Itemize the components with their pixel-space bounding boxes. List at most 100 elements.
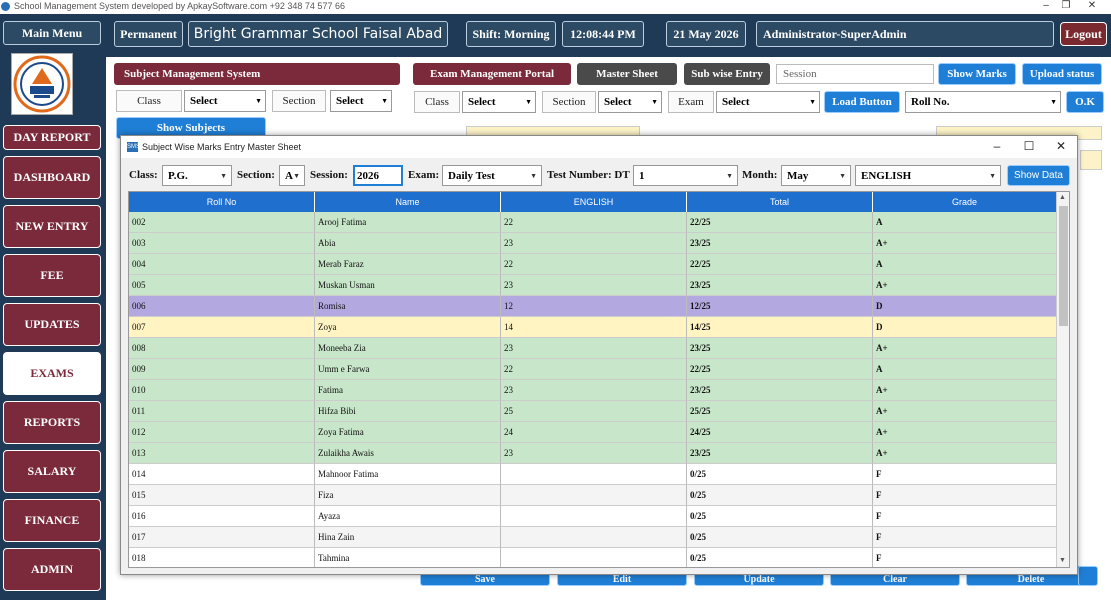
- cell-total: 14/25: [687, 317, 873, 338]
- ok-button[interactable]: O.K: [1066, 91, 1104, 113]
- column-header-total[interactable]: Total: [687, 192, 873, 212]
- class-filter-select[interactable]: P.G. ▼: [162, 165, 232, 186]
- cell-marks[interactable]: 22: [501, 254, 687, 275]
- table-row[interactable]: 005 Muskan Usman 23 23/25 A+: [129, 275, 1057, 296]
- test-number-select[interactable]: 1 ▼: [633, 165, 738, 186]
- sidebar-item-dashboard[interactable]: DASHBOARD: [3, 156, 101, 199]
- subject-class-select[interactable]: Select ▼: [184, 90, 266, 112]
- vertical-scrollbar[interactable]: ▲ ▼: [1056, 192, 1069, 567]
- scroll-thumb[interactable]: [1059, 206, 1068, 326]
- table-row[interactable]: 015 Fiza 0/25 F: [129, 485, 1057, 506]
- upload-status-button[interactable]: Upload status: [1022, 63, 1102, 85]
- column-header-roll-no[interactable]: Roll No: [129, 192, 315, 212]
- roll-no-select[interactable]: Roll No. ▼: [905, 91, 1061, 113]
- logout-button[interactable]: Logout: [1060, 22, 1107, 46]
- session-input[interactable]: Session: [776, 64, 934, 84]
- session-filter-input[interactable]: 2026: [353, 165, 403, 186]
- cell-marks[interactable]: 25: [501, 401, 687, 422]
- master-sheet-button[interactable]: Master Sheet: [577, 63, 677, 85]
- cell-marks[interactable]: 22: [501, 359, 687, 380]
- table-row[interactable]: 006 Romisa 12 12/25 D: [129, 296, 1057, 317]
- sub-wise-entry-button[interactable]: Sub wise Entry: [684, 63, 770, 85]
- cell-grade: F: [873, 464, 1057, 485]
- subject-section-label: Section: [272, 90, 326, 112]
- exam-filter-label: Exam:: [408, 169, 440, 181]
- cell-name: Moneeba Zia: [315, 338, 501, 359]
- exam-select[interactable]: Select ▼: [716, 91, 820, 113]
- sidebar-item-finance[interactable]: FINANCE: [3, 499, 101, 542]
- column-header-english[interactable]: ENGLISH: [501, 192, 687, 212]
- scroll-up-icon[interactable]: ▲: [1059, 193, 1066, 201]
- cell-name: Tahmina: [315, 548, 501, 567]
- minimize-icon[interactable]: –: [1043, 0, 1049, 11]
- permanent-button[interactable]: Permanent: [114, 21, 183, 47]
- show-data-button[interactable]: Show Data: [1007, 165, 1070, 186]
- table-row[interactable]: 004 Merab Faraz 22 22/25 A: [129, 254, 1057, 275]
- cell-marks[interactable]: [501, 527, 687, 548]
- subject-filter-select[interactable]: ENGLISH ▼: [855, 165, 1001, 186]
- table-row[interactable]: 014 Mahnoor Fatima 0/25 F: [129, 464, 1057, 485]
- table-row[interactable]: 018 Tahmina 0/25 F: [129, 548, 1057, 567]
- table-row[interactable]: 007 Zoya 14 14/25 D: [129, 317, 1057, 338]
- exam-class-select[interactable]: Select ▼: [462, 91, 536, 113]
- table-row[interactable]: 017 Hina Zain 0/25 F: [129, 527, 1057, 548]
- sidebar-item-admin[interactable]: ADMIN: [3, 548, 101, 591]
- chevron-down-icon: ▼: [726, 172, 733, 180]
- maximize-icon[interactable]: ☐: [1023, 139, 1035, 153]
- exam-section-value: Select: [604, 96, 632, 108]
- table-row[interactable]: 016 Ayaza 0/25 F: [129, 506, 1057, 527]
- cell-marks[interactable]: [501, 548, 687, 567]
- maximize-icon[interactable]: ❐: [1061, 0, 1071, 11]
- subject-section-select[interactable]: Select ▼: [330, 90, 392, 112]
- cell-marks[interactable]: [501, 485, 687, 506]
- cell-marks[interactable]: 23: [501, 275, 687, 296]
- sidebar-item-fee[interactable]: FEE: [3, 254, 101, 297]
- minimize-icon[interactable]: –: [993, 139, 1001, 153]
- sidebar-item-updates[interactable]: UPDATES: [3, 303, 101, 346]
- close-icon[interactable]: ✕: [1055, 139, 1067, 153]
- cell-total: 0/25: [687, 506, 873, 527]
- cell-marks[interactable]: 14: [501, 317, 687, 338]
- cell-marks[interactable]: 24: [501, 422, 687, 443]
- table-row[interactable]: 011 Hifza Bibi 25 25/25 A+: [129, 401, 1057, 422]
- sidebar-item-salary[interactable]: SALARY: [3, 450, 101, 493]
- sidebar-item-exams[interactable]: EXAMS: [3, 352, 101, 395]
- cell-total: 0/25: [687, 485, 873, 506]
- table-row[interactable]: 010 Fatima 23 23/25 A+: [129, 380, 1057, 401]
- sidebar-item-new-entry[interactable]: NEW ENTRY: [3, 205, 101, 248]
- sidebar-item-reports[interactable]: REPORTS: [3, 401, 101, 444]
- column-header-grade[interactable]: Grade: [873, 192, 1057, 212]
- exam-section-select[interactable]: Select ▼: [598, 91, 662, 113]
- section-filter-select[interactable]: A ▼: [279, 165, 305, 186]
- close-icon[interactable]: ✕: [1087, 0, 1097, 11]
- month-filter-value: May: [787, 169, 809, 182]
- cell-marks[interactable]: [501, 464, 687, 485]
- shift-badge: Shift: Morning: [466, 21, 556, 47]
- cell-grade: A+: [873, 443, 1057, 464]
- cell-marks[interactable]: 23: [501, 443, 687, 464]
- month-filter-select[interactable]: May ▼: [781, 165, 851, 186]
- cell-marks[interactable]: 23: [501, 338, 687, 359]
- cell-marks[interactable]: 23: [501, 233, 687, 254]
- sidebar-item-day-report[interactable]: DAY REPORT: [3, 125, 101, 150]
- table-row[interactable]: 013 Zulaikha Awais 23 23/25 A+: [129, 443, 1057, 464]
- exam-filter-select[interactable]: Daily Test ▼: [442, 165, 542, 186]
- cell-grade: A+: [873, 275, 1057, 296]
- show-marks-button[interactable]: Show Marks: [938, 63, 1016, 85]
- table-row[interactable]: 002 Arooj Fatima 22 22/25 A: [129, 212, 1057, 233]
- load-button[interactable]: Load Button: [824, 91, 900, 113]
- column-header-name[interactable]: Name: [315, 192, 501, 212]
- extra-bottom-button[interactable]: [1078, 566, 1098, 586]
- cell-total: 24/25: [687, 422, 873, 443]
- cell-marks[interactable]: 23: [501, 380, 687, 401]
- table-row[interactable]: 012 Zoya Fatima 24 24/25 A+: [129, 422, 1057, 443]
- cell-roll: 007: [129, 317, 315, 338]
- cell-marks[interactable]: 12: [501, 296, 687, 317]
- cell-marks[interactable]: [501, 506, 687, 527]
- table-row[interactable]: 003 Abia 23 23/25 A+: [129, 233, 1057, 254]
- subject-filter-value: ENGLISH: [861, 169, 912, 182]
- table-row[interactable]: 009 Umm e Farwa 22 22/25 A: [129, 359, 1057, 380]
- table-row[interactable]: 008 Moneeba Zia 23 23/25 A+: [129, 338, 1057, 359]
- cell-marks[interactable]: 22: [501, 212, 687, 233]
- scroll-down-icon[interactable]: ▼: [1059, 556, 1066, 564]
